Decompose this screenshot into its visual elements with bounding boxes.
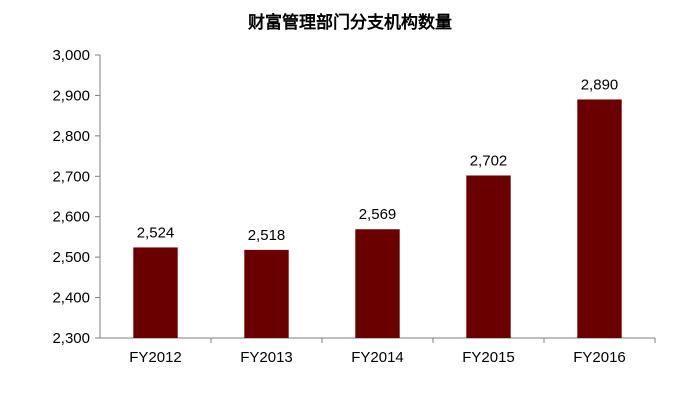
labels: 2,300 2,400 2,500 2,600 2,700 2,800 2,900 3,000… bbox=[52, 47, 625, 366]
bar-fy2012 bbox=[133, 247, 178, 338]
bar-fy2015 bbox=[466, 175, 511, 338]
bars bbox=[133, 99, 622, 338]
y-tick-label: 2,500 bbox=[52, 249, 90, 266]
x-tick-label: FY2014 bbox=[351, 349, 404, 366]
data-label: 2,524 bbox=[137, 224, 175, 241]
chart-title: 财富管理部门分支机构数量 bbox=[248, 13, 452, 33]
data-label: 2,702 bbox=[470, 152, 508, 169]
y-tick-label: 3,000 bbox=[52, 47, 90, 64]
y-tick-label: 2,700 bbox=[52, 168, 90, 185]
x-tick-label: FY2016 bbox=[573, 349, 626, 366]
y-tick-label: 2,300 bbox=[52, 330, 90, 347]
data-label: 2,890 bbox=[581, 76, 619, 93]
data-label: 2,569 bbox=[359, 206, 397, 223]
bar-fy2016 bbox=[577, 99, 622, 338]
bar-fy2014 bbox=[355, 229, 400, 338]
y-tick-label: 2,800 bbox=[52, 128, 90, 145]
x-tick-label: FY2013 bbox=[240, 349, 293, 366]
y-tick-label: 2,900 bbox=[52, 87, 90, 104]
x-tick-label: FY2012 bbox=[129, 349, 182, 366]
x-tick-label: FY2015 bbox=[462, 349, 515, 366]
bar-fy2013 bbox=[244, 249, 289, 338]
y-tick-label: 2,400 bbox=[52, 290, 90, 307]
data-label: 2,518 bbox=[248, 227, 286, 244]
y-tick-label: 2,600 bbox=[52, 209, 90, 226]
